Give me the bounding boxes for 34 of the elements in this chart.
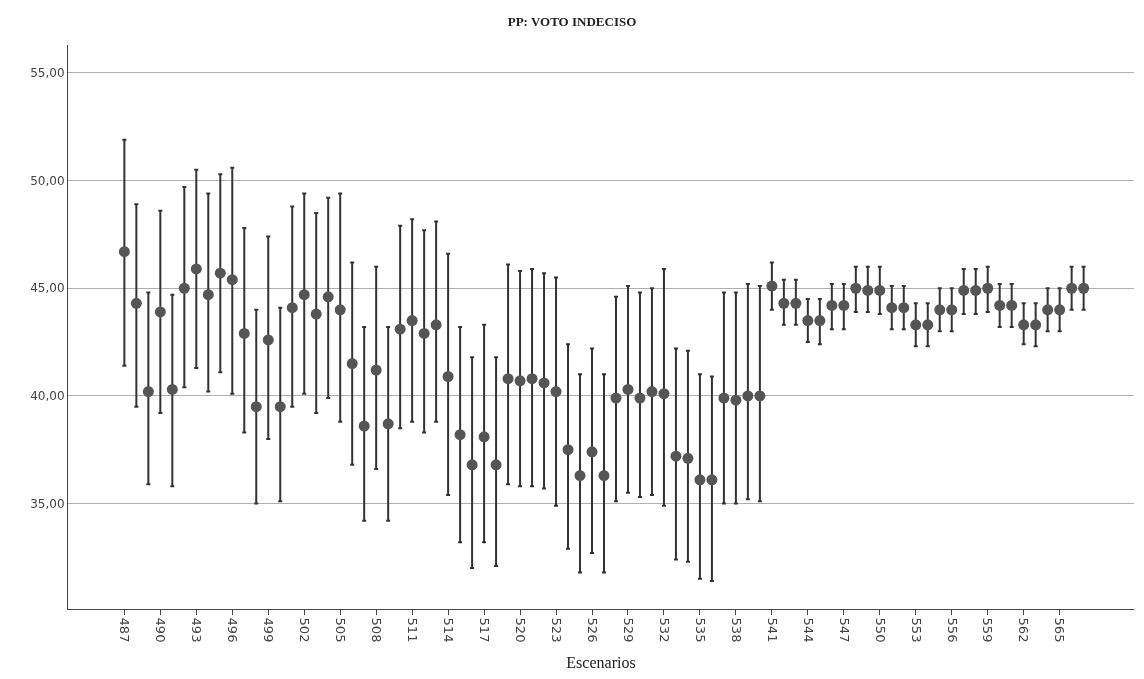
- x-tick-label: 487: [117, 617, 133, 643]
- x-tick-label: 547: [836, 617, 852, 643]
- x-tick-label: 556: [944, 617, 960, 643]
- x-tick-label: 538: [728, 617, 744, 643]
- x-tick-label: 565: [1052, 617, 1068, 643]
- x-tick-label: 529: [620, 617, 636, 643]
- x-tick-label: 553: [908, 617, 924, 643]
- x-tick-label: 517: [476, 617, 492, 643]
- x-tick-label: 541: [764, 617, 780, 643]
- y-tick-label: 55,00: [30, 66, 65, 81]
- y-tick-label: 50,00: [30, 173, 65, 188]
- x-axis-title: Escenarios: [566, 654, 636, 672]
- x-tick-label: 493: [189, 617, 205, 643]
- x-tick-label: 523: [548, 617, 564, 643]
- x-tick-label: 490: [153, 617, 169, 643]
- x-tick-label: 496: [225, 617, 241, 643]
- x-tick-label: 505: [332, 617, 348, 643]
- y-tick-label: 45,00: [30, 281, 65, 296]
- x-tick-label: 535: [692, 617, 708, 643]
- x-tick-label: 532: [656, 617, 672, 643]
- x-tick-label: 508: [368, 617, 384, 643]
- x-tick-label: 562: [1016, 617, 1032, 643]
- chart-title: PP: VOTO INDECISO: [507, 14, 637, 30]
- x-tick-label: 502: [296, 617, 312, 643]
- x-tick-label: 511: [404, 617, 420, 643]
- x-tick-label: 550: [872, 617, 888, 643]
- x-tick-label: 520: [512, 617, 528, 643]
- x-tick-label: 514: [440, 617, 456, 643]
- y-tick-label: 40,00: [30, 389, 65, 404]
- x-tick-label: 544: [800, 617, 816, 643]
- x-tick-label: 499: [261, 617, 277, 643]
- x-tick-label: 526: [584, 617, 600, 643]
- y-tick-label: 35,00: [30, 496, 65, 511]
- x-tick-label: 559: [980, 617, 996, 643]
